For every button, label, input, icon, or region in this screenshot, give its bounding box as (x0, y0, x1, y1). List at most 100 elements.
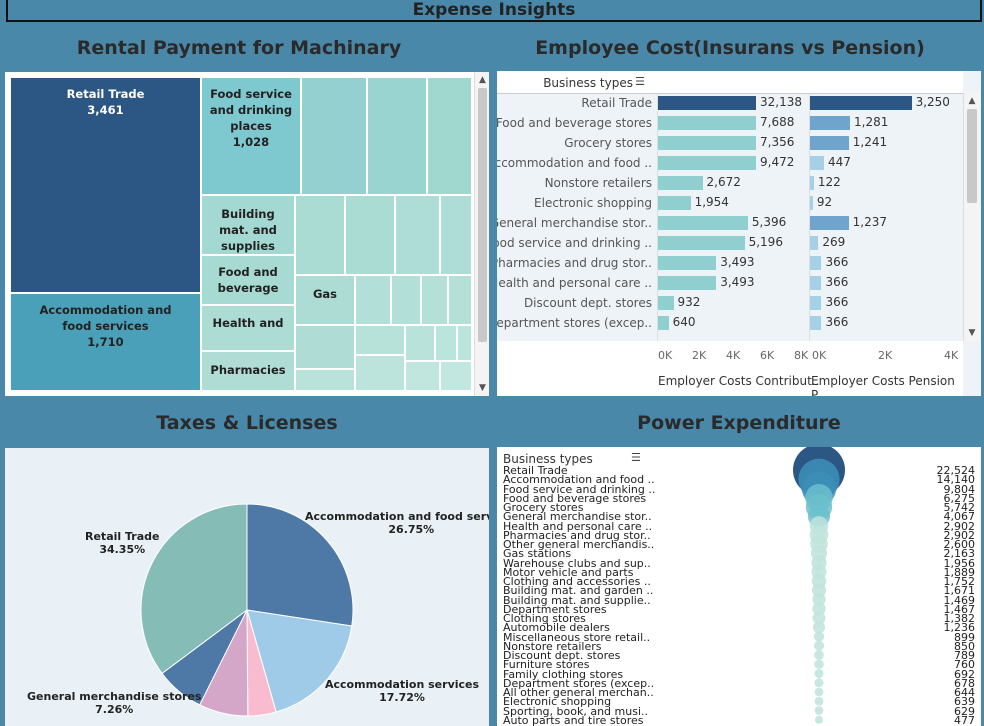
pension-bar[interactable] (810, 256, 822, 270)
treemap-cell-pharmacies[interactable]: Pharmacies (201, 351, 295, 391)
insurance-bar[interactable] (658, 216, 748, 230)
power-bubble[interactable] (814, 696, 824, 706)
pension-bar[interactable] (810, 116, 851, 130)
power-row-label[interactable]: Health and personal care .. (503, 519, 653, 533)
treemap-cell[interactable] (367, 77, 427, 195)
scroll-down-icon[interactable]: ▼ (479, 383, 486, 393)
power-row-label[interactable]: Family clothing stores (503, 667, 624, 681)
employee-row[interactable]: Electronic shopping 1,954 92 (497, 193, 963, 213)
power-row-label[interactable]: Retail Trade (503, 464, 568, 477)
insurance-bar[interactable] (658, 236, 745, 250)
treemap-cell[interactable] (448, 275, 472, 325)
pension-bar[interactable] (810, 196, 813, 210)
treemap-cell[interactable] (355, 275, 391, 325)
power-row-label[interactable]: Furniture stores (503, 658, 590, 672)
treemap-cell[interactable] (405, 325, 435, 361)
insurance-bar[interactable] (658, 276, 717, 290)
pension-bar[interactable] (810, 216, 849, 230)
treemap-cell-food-service[interactable]: Food service and drinking places 1,028 (201, 77, 301, 195)
power-row-label[interactable]: Sporting, book, and musi.. (503, 704, 648, 718)
power-row-label[interactable]: Motor vehicle and parts (503, 565, 634, 579)
power-row-label[interactable]: Discount dept. stores (503, 649, 621, 662)
insurance-bar[interactable] (658, 196, 691, 210)
power-row-label[interactable]: Pharmacies and drug stor.. (503, 528, 651, 542)
power-row-label[interactable]: Food and beverage stores (503, 491, 647, 505)
insurance-bar[interactable] (658, 296, 674, 310)
treemap-cell[interactable] (435, 325, 457, 361)
employee-row[interactable]: Pharmacies and drug stor.. 3,493 366 (497, 253, 963, 273)
power-bubble[interactable] (812, 621, 826, 634)
treemap-cell-gas[interactable]: Gas (295, 275, 355, 325)
power-row-label[interactable]: Department stores (excep.. (503, 676, 655, 690)
power-row-label[interactable]: Department stores (503, 602, 607, 616)
power-bubble[interactable] (813, 631, 825, 642)
pension-bar[interactable] (810, 236, 819, 250)
insurance-bar[interactable] (658, 176, 703, 190)
power-bubble[interactable] (814, 659, 824, 670)
insurance-bar[interactable] (658, 256, 717, 270)
treemap-cell[interactable] (345, 195, 395, 275)
employee-row[interactable]: Food and beverage stores 7,688 1,281 (497, 113, 963, 133)
employee-row[interactable]: Department stores (excep.. 640 366 (497, 313, 963, 333)
treemap-cell[interactable] (440, 361, 472, 391)
power-row-label[interactable]: All other general merchan.. (503, 686, 654, 699)
sort-icon[interactable]: ☰ (631, 451, 641, 464)
pie-slice-5[interactable] (140, 503, 248, 675)
power-row-label[interactable]: Grocery stores (503, 501, 584, 514)
pie-slice-0[interactable] (246, 503, 354, 627)
treemap-scrollbar[interactable]: ▲ ▼ (474, 72, 489, 396)
scroll-thumb[interactable] (478, 88, 487, 342)
pension-bar[interactable] (810, 316, 822, 330)
employee-scrollbar[interactable]: ▲ ▼ (963, 93, 980, 341)
power-row-label[interactable]: Other general merchandis.. (503, 538, 655, 551)
power-row-label[interactable]: Food service and drinking .. (503, 482, 656, 496)
power-bubble[interactable] (814, 678, 824, 688)
power-row-label[interactable]: Electronic shopping (503, 695, 612, 709)
treemap-cell[interactable] (457, 325, 472, 361)
power-row-label[interactable]: Auto parts and tire stores (503, 713, 644, 726)
treemap-cell[interactable] (391, 275, 421, 325)
insurance-bar[interactable] (658, 96, 756, 110)
insurance-bar[interactable] (658, 136, 756, 150)
treemap-cell[interactable] (405, 361, 440, 391)
treemap-cell-building-mat[interactable]: Building mat. and supplies (201, 195, 295, 255)
power-bubble[interactable] (812, 611, 826, 625)
scroll-up-icon[interactable]: ▲ (968, 96, 976, 106)
pension-bar[interactable] (810, 96, 912, 110)
power-bubble[interactable] (811, 583, 827, 598)
sort-icon[interactable]: ☰ (635, 75, 645, 88)
power-row-label[interactable]: Warehouse clubs and sup.. (503, 556, 651, 570)
treemap-cell[interactable] (295, 325, 355, 369)
treemap-cell[interactable] (355, 355, 405, 391)
power-row-label[interactable]: Clothing stores (503, 612, 586, 625)
employee-row[interactable]: General merchandise stor.. 5,396 1,237 (497, 213, 963, 233)
treemap-cell-accommodation-food[interactable]: Accommodation and food services 1,710 (10, 293, 201, 391)
pie-slice-1[interactable] (246, 609, 353, 713)
power-bubble[interactable] (815, 715, 823, 724)
power-row-label[interactable]: Gas stations (503, 547, 572, 561)
power-row-label[interactable]: Building mat. and garden .. (503, 584, 654, 598)
employee-row[interactable]: Grocery stores 7,356 1,241 (497, 133, 963, 153)
power-bubble[interactable] (813, 640, 825, 651)
employee-row[interactable]: Food service and drinking .. 5,196 269 (497, 233, 963, 253)
power-row-label[interactable]: Building mat. and supplie.. (503, 593, 651, 607)
power-bubble[interactable] (814, 650, 824, 660)
power-bubble[interactable] (814, 687, 824, 697)
insurance-bar[interactable] (658, 116, 756, 130)
treemap-cell[interactable] (355, 325, 405, 355)
treemap-cell[interactable] (295, 369, 355, 391)
power-row-label[interactable]: Nonstore retailers (503, 639, 602, 653)
power-bubble[interactable] (814, 668, 824, 679)
pension-bar[interactable] (810, 156, 824, 170)
pension-bar[interactable] (810, 296, 822, 310)
treemap-cell-health[interactable]: Health and (201, 305, 295, 351)
employee-row[interactable]: Nonstore retailers 2,672 122 (497, 173, 963, 193)
insurance-bar[interactable] (658, 156, 756, 170)
scroll-up-icon[interactable]: ▲ (479, 75, 486, 85)
employee-row[interactable]: Health and personal care .. 3,493 366 (497, 273, 963, 293)
power-bubble[interactable] (814, 706, 824, 715)
employee-row[interactable]: Retail Trade 32,138 3,250 (497, 93, 963, 113)
pension-bar[interactable] (810, 276, 822, 290)
treemap-cell[interactable] (395, 195, 440, 275)
treemap-cell[interactable] (301, 77, 367, 195)
